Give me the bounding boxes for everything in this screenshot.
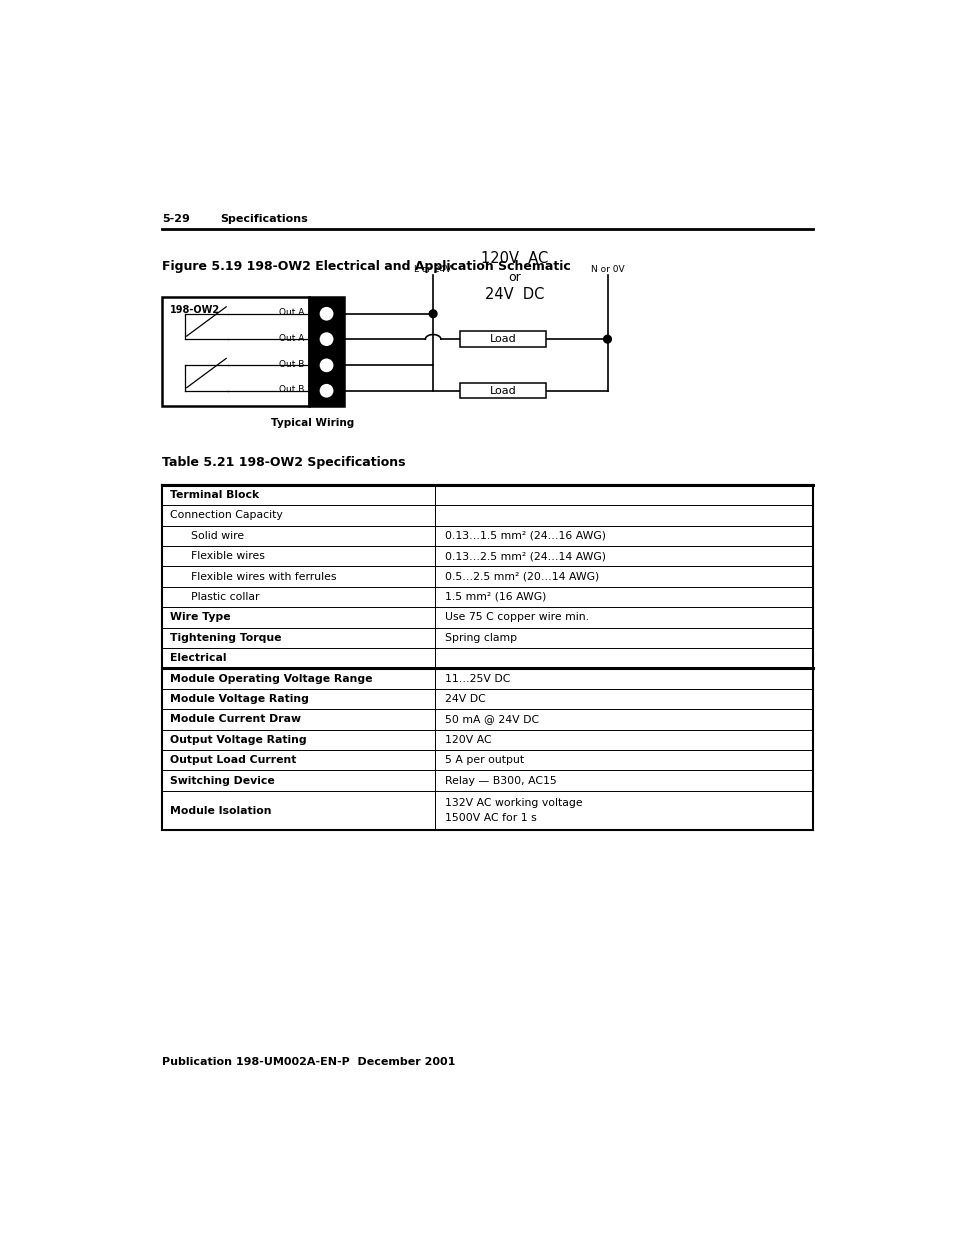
Text: Electrical: Electrical: [170, 653, 226, 663]
Text: 120V  AC: 120V AC: [480, 251, 548, 266]
Circle shape: [318, 306, 334, 321]
Text: Load: Load: [489, 335, 516, 345]
Text: 120V AC: 120V AC: [444, 735, 491, 745]
Bar: [459, 383, 545, 399]
Text: Specifications: Specifications: [220, 214, 308, 224]
Text: Tightening Torque: Tightening Torque: [170, 632, 281, 642]
Text: 132V AC working voltage: 132V AC working voltage: [444, 799, 581, 809]
Text: Module Voltage Rating: Module Voltage Rating: [170, 694, 308, 704]
Text: Out B: Out B: [279, 385, 304, 394]
Text: Switching Device: Switching Device: [170, 776, 274, 785]
Text: 24V DC: 24V DC: [444, 694, 485, 704]
Circle shape: [603, 336, 611, 343]
Text: Flexible wires: Flexible wires: [192, 551, 265, 561]
Text: Solid wire: Solid wire: [192, 531, 244, 541]
Text: 0.13…2.5 mm² (24…14 AWG): 0.13…2.5 mm² (24…14 AWG): [444, 551, 605, 561]
Text: Table 5.21 198-OW2 Specifications: Table 5.21 198-OW2 Specifications: [162, 456, 405, 469]
Bar: [459, 331, 545, 347]
Text: Spring clamp: Spring clamp: [444, 632, 517, 642]
Text: Module Current Draw: Module Current Draw: [170, 714, 300, 725]
Text: Output Load Current: Output Load Current: [170, 755, 295, 766]
Text: Module Operating Voltage Range: Module Operating Voltage Range: [170, 673, 372, 683]
Text: 0.13…1.5 mm² (24…16 AWG): 0.13…1.5 mm² (24…16 AWG): [444, 531, 605, 541]
Text: 11…25V DC: 11…25V DC: [444, 673, 510, 683]
Text: Module Isolation: Module Isolation: [170, 805, 271, 815]
Text: 198-OW2: 198-OW2: [170, 305, 219, 315]
Circle shape: [318, 358, 334, 373]
Text: L or 24V: L or 24V: [414, 264, 452, 274]
Bar: [309, 296, 344, 406]
Text: Load: Load: [489, 385, 516, 395]
Text: Publication 198-UM002A-EN-P  December 2001: Publication 198-UM002A-EN-P December 200…: [162, 1057, 455, 1067]
Bar: [162, 296, 309, 406]
Circle shape: [429, 310, 436, 317]
Text: 5-29: 5-29: [162, 214, 190, 224]
Text: 5 A per output: 5 A per output: [444, 755, 523, 766]
Text: 50 mA @ 24V DC: 50 mA @ 24V DC: [444, 714, 538, 725]
Text: Out B: Out B: [279, 361, 304, 369]
Text: Plastic collar: Plastic collar: [192, 592, 259, 601]
Text: Out A: Out A: [279, 333, 304, 343]
Text: Terminal Block: Terminal Block: [170, 490, 258, 500]
Text: Out A: Out A: [279, 309, 304, 317]
Text: 24V  DC: 24V DC: [484, 288, 543, 303]
Text: or: or: [508, 272, 520, 284]
Text: Output Voltage Rating: Output Voltage Rating: [170, 735, 306, 745]
Text: 0.5…2.5 mm² (20…14 AWG): 0.5…2.5 mm² (20…14 AWG): [444, 572, 598, 582]
Text: Connection Capacity: Connection Capacity: [170, 510, 282, 520]
Circle shape: [318, 331, 334, 347]
Text: Figure 5.19 198-OW2 Electrical and Application Schematic: Figure 5.19 198-OW2 Electrical and Appli…: [162, 259, 570, 273]
Text: N or 0V: N or 0V: [590, 264, 623, 274]
Text: Flexible wires with ferrules: Flexible wires with ferrules: [192, 572, 336, 582]
Text: Wire Type: Wire Type: [170, 613, 230, 622]
Text: 1.5 mm² (16 AWG): 1.5 mm² (16 AWG): [444, 592, 545, 601]
Text: 1500V AC for 1 s: 1500V AC for 1 s: [444, 813, 536, 823]
Text: Relay — B300, AC15: Relay — B300, AC15: [444, 776, 556, 785]
Text: Use 75 C copper wire min.: Use 75 C copper wire min.: [444, 613, 588, 622]
Text: Typical Wiring: Typical Wiring: [271, 417, 355, 427]
Circle shape: [318, 383, 334, 399]
